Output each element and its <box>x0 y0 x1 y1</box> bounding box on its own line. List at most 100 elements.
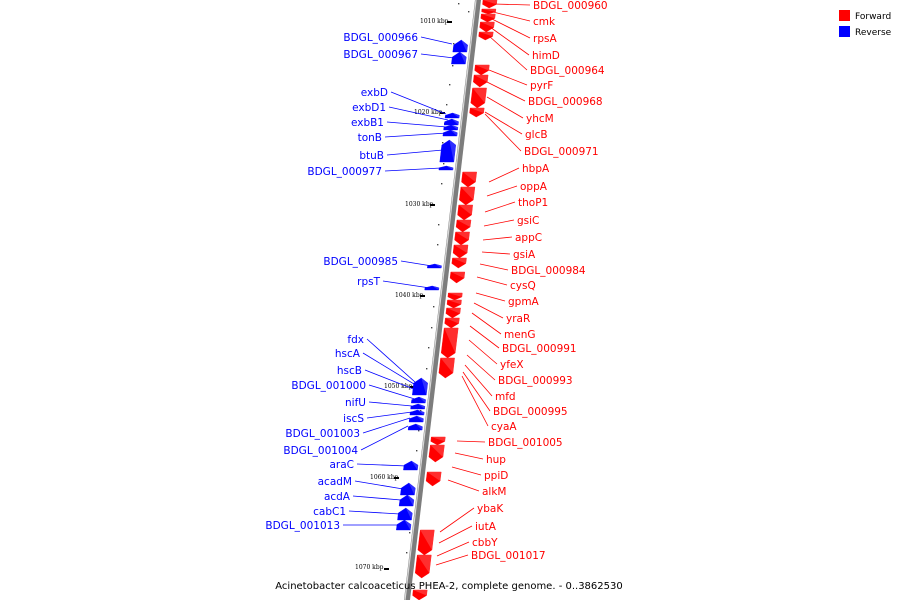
reverse-label-leader <box>420 53 455 59</box>
reverse-gene-arrow <box>439 139 457 163</box>
reverse-label-leader <box>366 411 413 419</box>
gene-label-bdgl-000991: BDGL_000991 <box>502 343 577 355</box>
gene-label-bdgl-001000: BDGL_001000 <box>291 380 366 392</box>
gene-label-gpma: gpmA <box>508 296 540 308</box>
gene-label-alkm: alkM <box>482 486 507 498</box>
forward-label-leader <box>492 11 531 22</box>
legend-label-reverse: Reverse <box>855 28 892 38</box>
gene-label-acadm: acadM <box>318 476 352 488</box>
reverse-gene-arrow <box>444 112 460 119</box>
gene-arrow-shade <box>413 590 428 596</box>
forward-label-leader <box>486 185 518 197</box>
gene-label-mfd: mfd <box>495 391 516 403</box>
gene-label-bdgl-000968: BDGL_000968 <box>528 96 603 108</box>
gene-arrow-shade <box>418 404 425 409</box>
gene-arrow-shade <box>440 358 455 373</box>
reverse-gene-arrow <box>442 129 458 137</box>
forward-gene-arrow <box>457 204 473 221</box>
gene-label-gsia: gsiA <box>513 249 536 261</box>
gene-label-ppid: ppiD <box>484 470 508 482</box>
forward-gene-arrow <box>428 444 445 463</box>
forward-label-leader <box>486 96 524 119</box>
forward-gene-arrow <box>430 436 446 446</box>
reverse-gene-arrow <box>411 396 426 404</box>
gene-label-appc: appC <box>515 232 542 244</box>
minor-tick <box>468 11 470 13</box>
forward-label-leader <box>464 364 493 397</box>
gene-label-glcb: glcB <box>525 129 548 141</box>
genome-caption: Acinetobacter calcoaceticus PHEA-2, comp… <box>275 581 623 592</box>
reverse-label-leader <box>386 149 444 156</box>
gene-label-bdgl-001017: BDGL_001017 <box>471 550 546 562</box>
gene-arrow-shade <box>461 40 468 52</box>
forward-gene-arrow <box>454 231 470 246</box>
reverse-label-leader <box>348 510 401 515</box>
gene-label-thop1: thoP1 <box>518 197 548 209</box>
forward-label-leader <box>456 440 486 443</box>
gene-arrow-shade <box>481 9 496 12</box>
minor-tick <box>416 450 418 452</box>
legend: Forward Reverse <box>839 10 892 38</box>
forward-label-leader <box>462 371 491 412</box>
gene-label-yrar: yraR <box>506 313 530 325</box>
gene-arrow-shade <box>445 318 460 324</box>
forward-label-leader <box>488 167 520 183</box>
gene-label-ybak: ybaK <box>477 503 504 515</box>
gene-arrow-shade <box>417 555 432 573</box>
gene-label-iscs: iscS <box>343 413 364 425</box>
gene-arrow-shade <box>451 125 458 130</box>
tick-label: 1040 kbp <box>395 292 424 299</box>
forward-label-leader <box>489 26 530 56</box>
gene-arrow-shade <box>450 272 465 279</box>
gene-label-exbb1: exbB1 <box>351 117 384 129</box>
gene-label-hsca: hscA <box>335 348 361 360</box>
tick-mark <box>420 295 425 297</box>
tick-mark <box>394 477 399 479</box>
gene-arrow-shade <box>459 52 467 64</box>
minor-tick <box>418 430 420 432</box>
gene-label-hup: hup <box>486 454 506 466</box>
gene-label-bdgl-001003: BDGL_001003 <box>285 428 360 440</box>
reverse-gene-arrow <box>403 460 419 471</box>
reverse-gene-arrow <box>407 423 423 431</box>
gene-label-oppa: oppA <box>520 181 548 193</box>
forward-label-leader <box>479 263 509 271</box>
minor-tick <box>452 65 454 67</box>
forward-gene-arrow <box>449 271 466 284</box>
minor-tick <box>437 244 439 246</box>
gene-label-bdgl-000960: BDGL_000960 <box>533 0 608 12</box>
gene-arrow-shade <box>430 445 445 457</box>
minor-tick <box>431 327 433 329</box>
forward-label-leader <box>438 525 473 544</box>
gene-label-bdgl-000971: BDGL_000971 <box>524 146 599 158</box>
reverse-label-leader <box>354 480 404 490</box>
gene-arrow-shade <box>444 328 459 353</box>
minor-tick <box>428 347 430 349</box>
genome-backbone <box>404 0 481 600</box>
gene-label-bdgl-000993: BDGL_000993 <box>498 375 573 387</box>
reverse-label-leader <box>386 121 448 128</box>
minor-tick <box>438 224 440 226</box>
gene-label-bdgl-000995: BDGL_000995 <box>493 406 568 418</box>
gene-arrow-shade <box>447 300 462 305</box>
tick-label: 1050 kbp <box>384 383 413 390</box>
reverse-gene-arrow <box>451 51 467 65</box>
gene-arrow-shade <box>408 483 416 495</box>
forward-label-leader <box>468 339 498 365</box>
forward-label-leader <box>493 3 531 6</box>
forward-gene-arrow <box>444 317 460 329</box>
gene-arrow-shade <box>483 0 497 5</box>
reverse-label-leader <box>384 132 448 138</box>
gene-label-cmk: cmk <box>533 16 556 28</box>
forward-gene-arrow <box>482 0 498 9</box>
tick-mark <box>410 386 415 388</box>
tick-label: 1030 kbp <box>405 201 434 208</box>
reverse-label-leader <box>362 352 415 385</box>
forward-gene-arrow <box>478 31 494 41</box>
gene-arrow-shade <box>474 75 489 82</box>
minor-tick <box>409 532 411 534</box>
gene-arrow-shade <box>458 205 473 215</box>
gene-arrows <box>396 0 498 600</box>
forward-gene-arrow <box>440 327 459 359</box>
gene-arrow-shade <box>460 187 475 200</box>
